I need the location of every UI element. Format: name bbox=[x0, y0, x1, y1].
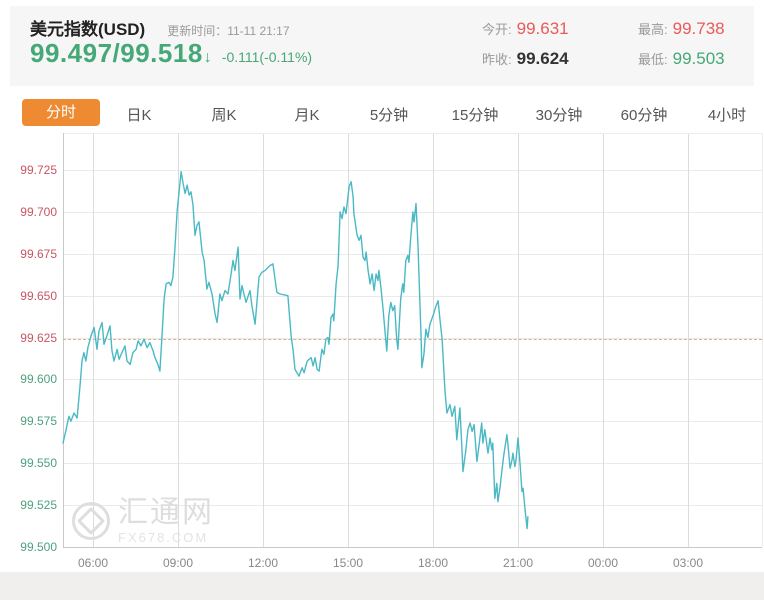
plot-border-right bbox=[762, 133, 763, 547]
x-axis-tick-label: 00:00 bbox=[587, 556, 619, 570]
tab-monthly-k[interactable]: 月K bbox=[294, 107, 320, 124]
fx678-logo-icon bbox=[72, 502, 110, 540]
tab-minute-line[interactable]: 分时 bbox=[22, 99, 100, 126]
stat-high-label: 最高: bbox=[638, 22, 668, 37]
watermark: 汇通网 FX678.COM bbox=[72, 498, 214, 544]
update-time: 更新时间：11-11 21:17 bbox=[167, 24, 290, 38]
h-gridline bbox=[63, 505, 762, 507]
timeframe-tab-bar: 分时 日K 周K 月K 5分钟 15分钟 30分钟 60分钟 4小时 bbox=[0, 96, 764, 128]
tab-15min[interactable]: 15分钟 bbox=[451, 107, 499, 124]
y-axis-tick-label: 99.700 bbox=[20, 204, 57, 219]
y-axis-tick-label: 99.625 bbox=[20, 330, 57, 345]
y-axis-tick-label: 99.725 bbox=[20, 163, 57, 177]
x-axis-tick-label: 12:00 bbox=[247, 556, 279, 570]
x-axis-tick-label: 06:00 bbox=[77, 556, 109, 570]
quote-header: 美元指数(USD) 更新时间：11-11 21:17 99.497 / 99.5… bbox=[10, 6, 754, 86]
stat-open: 今开: 99.631 bbox=[482, 19, 569, 39]
instrument-title: 美元指数(USD) bbox=[30, 20, 146, 39]
h-gridline bbox=[63, 421, 762, 423]
watermark-site: FX678.COM bbox=[118, 530, 209, 545]
x-axis-tick-label: 15:00 bbox=[332, 556, 364, 570]
tab-30min[interactable]: 30分钟 bbox=[535, 107, 583, 124]
y-axis-tick-label: 99.550 bbox=[20, 456, 57, 471]
price-line bbox=[62, 170, 529, 530]
h-gridline bbox=[63, 547, 762, 548]
h-gridline bbox=[63, 295, 762, 297]
stat-high: 最高: 99.738 bbox=[638, 19, 725, 39]
stat-open-label: 今开: bbox=[482, 22, 512, 37]
stat-prev-close: 昨收: 99.624 bbox=[482, 49, 569, 69]
stat-low-label: 最低: bbox=[638, 52, 668, 67]
x-axis-tick-label: 21:00 bbox=[502, 556, 534, 570]
x-axis-tick-label: 09:00 bbox=[162, 556, 194, 570]
stat-low: 最低: 99.503 bbox=[638, 49, 725, 69]
quote-row: 99.497 / 99.518 ↓ -0.111(-0.11%) bbox=[30, 38, 312, 69]
down-arrow-icon: ↓ bbox=[203, 49, 212, 66]
h-gridline bbox=[63, 379, 762, 381]
h-gridline bbox=[63, 170, 762, 171]
y-axis-tick-label: 99.675 bbox=[20, 246, 57, 261]
bid-price: 99.497 bbox=[30, 38, 113, 68]
tab-weekly-k[interactable]: 周K bbox=[211, 107, 237, 124]
tab-60min[interactable]: 60分钟 bbox=[620, 107, 668, 124]
watermark-name: 汇通网 bbox=[118, 496, 214, 529]
page-background-strip bbox=[0, 572, 764, 600]
stat-low-value: 99.503 bbox=[672, 49, 725, 68]
stat-high-value: 99.738 bbox=[672, 19, 725, 38]
y-axis-tick-label: 99.575 bbox=[20, 414, 57, 429]
tab-5min[interactable]: 5分钟 bbox=[369, 107, 409, 124]
h-gridline bbox=[63, 463, 762, 465]
y-axis-tick-label: 99.525 bbox=[20, 498, 57, 513]
price-change: -0.111(-0.11%) bbox=[221, 49, 313, 65]
plot-border-top bbox=[63, 133, 762, 134]
y-axis-tick-label: 99.650 bbox=[20, 288, 57, 303]
y-axis-tick-label: 99.600 bbox=[20, 372, 57, 387]
title-row: 美元指数(USD) 更新时间：11-11 21:17 bbox=[30, 15, 290, 40]
y-axis-tick-label: 99.500 bbox=[20, 540, 57, 554]
stat-prev-close-value: 99.624 bbox=[516, 49, 569, 68]
stat-open-value: 99.631 bbox=[516, 19, 569, 38]
h-gridline bbox=[63, 253, 762, 255]
x-axis-tick-label: 03:00 bbox=[672, 556, 704, 570]
h-gridline bbox=[63, 337, 762, 339]
stat-prev-close-label: 昨收: bbox=[482, 52, 512, 67]
tab-daily-k[interactable]: 日K bbox=[126, 107, 152, 124]
ask-price: 99.518 bbox=[120, 38, 203, 68]
price-separator: / bbox=[112, 38, 121, 68]
prev-close-dashed-line bbox=[63, 339, 762, 341]
x-axis-tick-label: 18:00 bbox=[417, 556, 449, 570]
tab-4hour[interactable]: 4小时 bbox=[707, 107, 747, 124]
